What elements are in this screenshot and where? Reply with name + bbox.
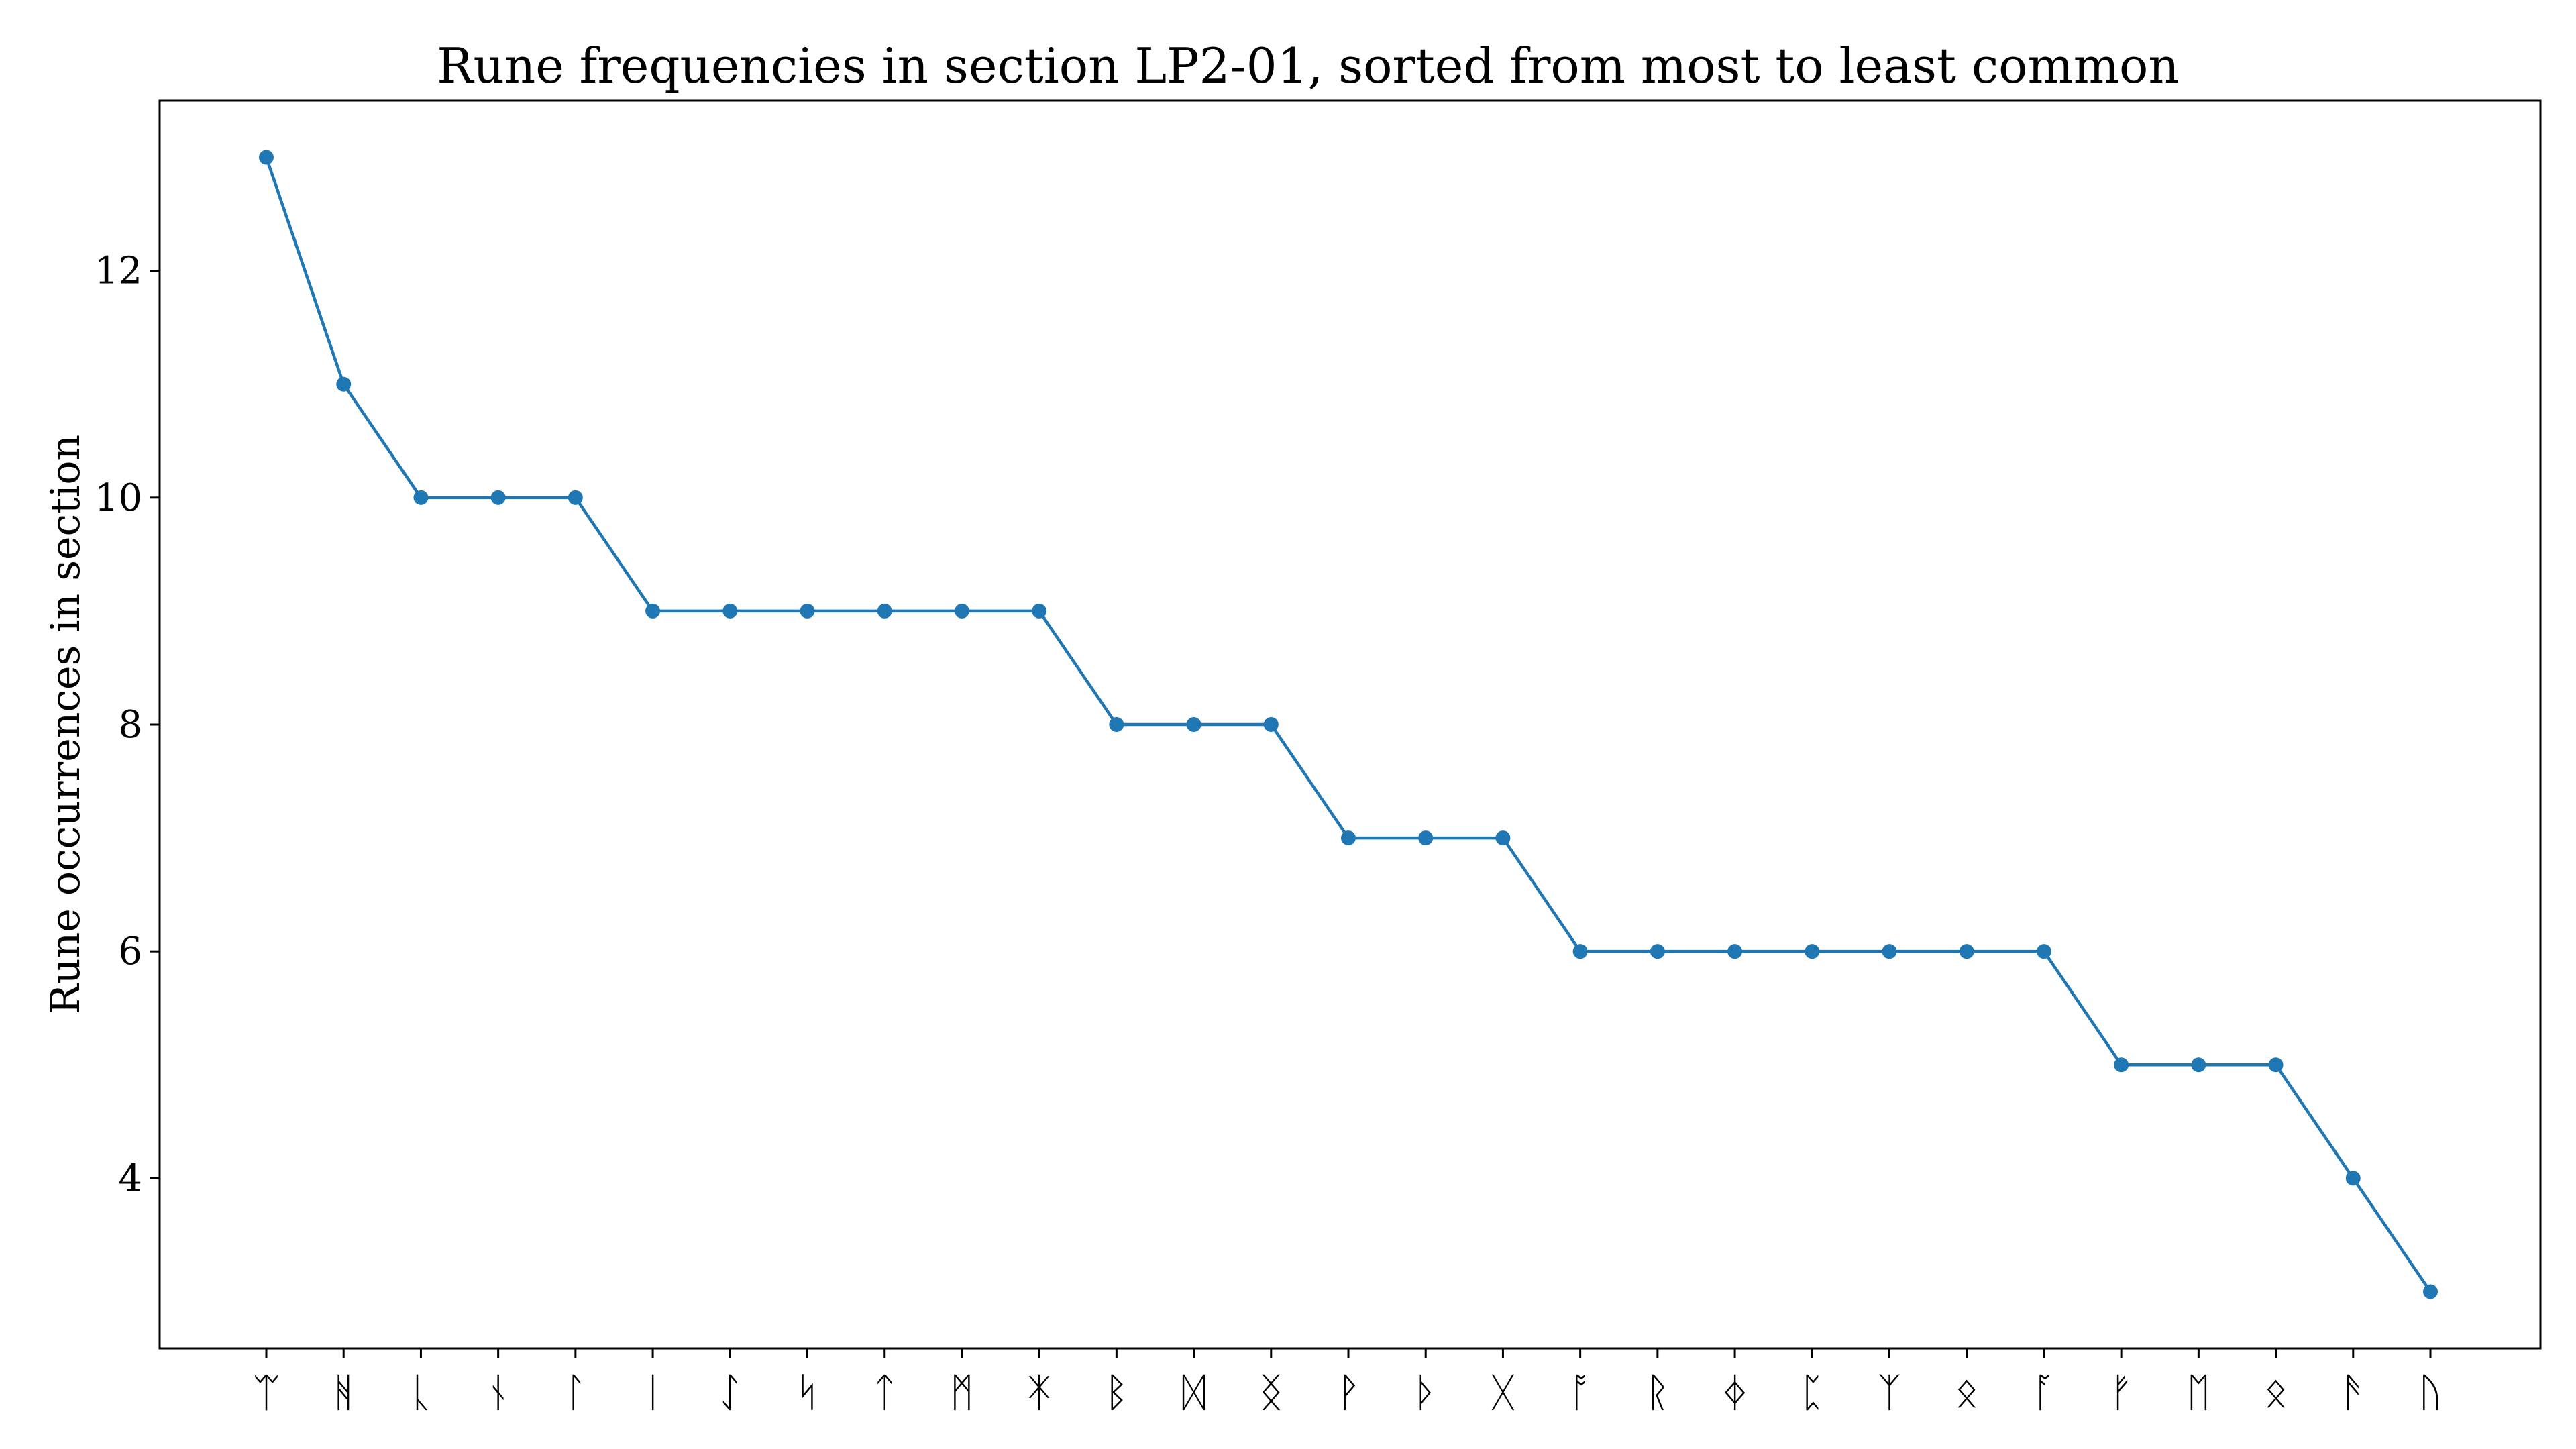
- x-tick-label: ᚦ: [1413, 1369, 1438, 1416]
- x-tick-label: ᛟ: [2264, 1369, 2288, 1416]
- y-tick-label: 6: [118, 930, 142, 973]
- data-point: [1805, 944, 1820, 959]
- x-tick-label: ᛏ: [873, 1369, 897, 1416]
- data-point: [1032, 603, 1047, 619]
- x-tick-label: ᚠ: [2109, 1369, 2133, 1416]
- x-tick-label: ᚻ: [331, 1369, 356, 1416]
- plot-area: 4 6 8 10 12 ᛠ ᚻ ᚳ ᚾ ᛚ ᛁ ᛇ ᛋ ᛏ ᛗ ᛡ ᛒ ᛞ ᛝ ᚹ ᚦ ᚷ ᚩ ᚱ ᛄ ᛈ ᛉ ᛟ ᚪ ᚠ ᛖ ᛟ ᚫ ᚢ: [95, 99, 2542, 1416]
- data-point: [877, 603, 892, 619]
- data-point: [954, 603, 969, 619]
- x-tick-label: ᚾ: [486, 1369, 511, 1416]
- data-point: [1263, 717, 1279, 732]
- y-axis-label: Rune occurrences in section: [42, 435, 89, 1014]
- x-tick-label: ᚷ: [1491, 1369, 1515, 1416]
- data-point: [1959, 944, 1974, 959]
- x-tick-label: ᛠ: [254, 1369, 278, 1416]
- data-point: [722, 603, 738, 619]
- x-tick-label: ᛝ: [1259, 1369, 1283, 1416]
- x-tick-label: ᚹ: [1336, 1369, 1360, 1416]
- y-tick-label: 4: [118, 1157, 142, 1200]
- x-tick-label: ᚪ: [2032, 1369, 2056, 1416]
- data-point: [2036, 944, 2051, 959]
- x-tick-label: ᚱ: [1646, 1369, 1670, 1416]
- y-axis-ticks: 4 6 8 10 12: [95, 250, 160, 1200]
- x-tick-label: ᛒ: [1104, 1369, 1128, 1416]
- data-point: [2423, 1284, 2438, 1299]
- y-tick-label: 8: [118, 703, 142, 747]
- x-tick-label: ᛄ: [1723, 1369, 1747, 1416]
- x-tick-label: ᛚ: [564, 1369, 588, 1416]
- data-point: [336, 376, 352, 392]
- data-point: [259, 150, 274, 165]
- x-tick-label: ᛇ: [718, 1369, 742, 1416]
- data-point: [1109, 717, 1124, 732]
- y-tick-label: 10: [95, 476, 142, 520]
- series-layer: [259, 150, 2438, 1299]
- data-point: [1341, 830, 1356, 846]
- data-point: [1727, 944, 1743, 959]
- x-tick-label: ᛗ: [950, 1369, 974, 1416]
- x-tick-label: ᛡ: [1027, 1369, 1051, 1416]
- data-point: [2191, 1057, 2206, 1073]
- data-point: [1186, 717, 1201, 732]
- data-point: [2268, 1057, 2284, 1073]
- data-point: [1572, 944, 1588, 959]
- data-point: [568, 490, 583, 505]
- y-tick-label: 12: [95, 250, 142, 293]
- data-point: [1495, 830, 1511, 846]
- data-point: [2345, 1171, 2361, 1186]
- data-point: [645, 603, 661, 619]
- x-tick-label: ᚫ: [2341, 1369, 2365, 1416]
- data-point: [1882, 944, 1897, 959]
- data-point: [1418, 830, 1434, 846]
- x-tick-label: ᛉ: [1878, 1369, 1902, 1416]
- x-tick-label: ᚳ: [409, 1369, 433, 1416]
- x-tick-label: ᛞ: [1182, 1369, 1206, 1416]
- x-tick-label: ᚩ: [1568, 1369, 1593, 1416]
- x-tick-label: ᚢ: [2418, 1369, 2443, 1416]
- x-tick-label: ᛈ: [1800, 1369, 1824, 1416]
- data-point: [490, 490, 506, 505]
- data-point: [413, 490, 429, 505]
- x-tick-label: ᛟ: [1955, 1369, 1979, 1416]
- x-tick-label: ᛖ: [2186, 1369, 2210, 1416]
- data-point: [2114, 1057, 2129, 1073]
- data-point: [1650, 944, 1665, 959]
- data-point: [800, 603, 815, 619]
- x-tick-label: ᛁ: [641, 1369, 665, 1416]
- x-tick-label: ᛋ: [796, 1369, 820, 1416]
- chart-title: Rune frequencies in section LP2-01, sort…: [437, 38, 2180, 94]
